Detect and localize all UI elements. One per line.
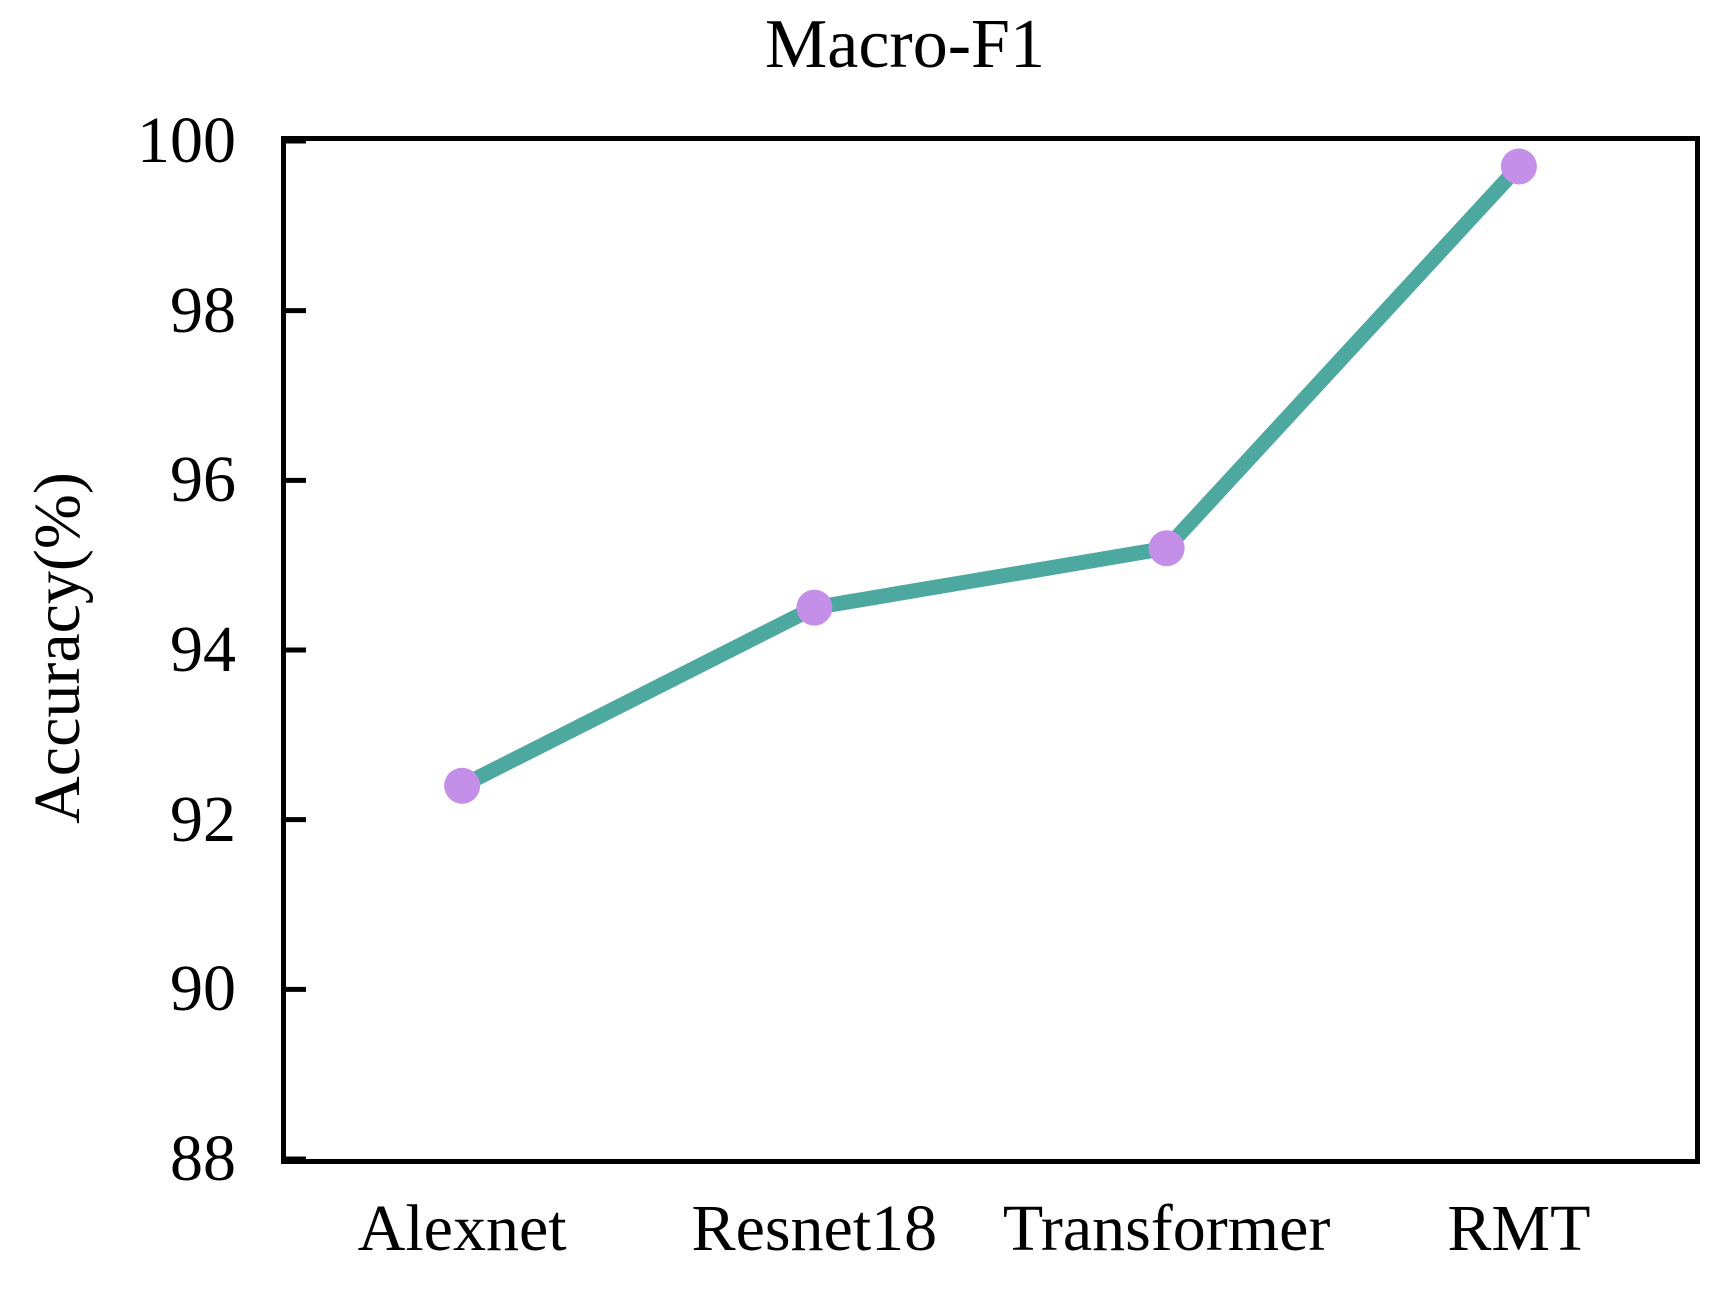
y-tick-label: 92 — [170, 782, 236, 856]
y-tick-label: 88 — [170, 1122, 236, 1195]
data-point-marker — [1148, 530, 1185, 567]
plot-area — [281, 136, 1700, 1164]
x-tick-label: Alexnet — [357, 1192, 567, 1265]
chart-title: Macro-F1 — [765, 6, 1045, 83]
data-point-marker — [444, 767, 481, 804]
data-point-marker — [796, 589, 833, 626]
y-tick-label: 100 — [137, 104, 236, 177]
y-tick-label: 90 — [170, 952, 236, 1026]
x-tick-label: Resnet18 — [691, 1192, 938, 1265]
x-tick-label: RMT — [1447, 1192, 1591, 1265]
line-series-canvas — [286, 138, 1537, 1162]
y-axis-label: Accuracy(%) — [21, 472, 94, 824]
x-tick-label: Transformer — [1002, 1192, 1331, 1265]
data-point-marker — [1500, 148, 1537, 185]
y-tick-label: 96 — [170, 443, 236, 517]
series-line — [458, 161, 1525, 793]
y-tick-label: 98 — [170, 273, 236, 347]
y-tick-label: 94 — [170, 613, 236, 686]
